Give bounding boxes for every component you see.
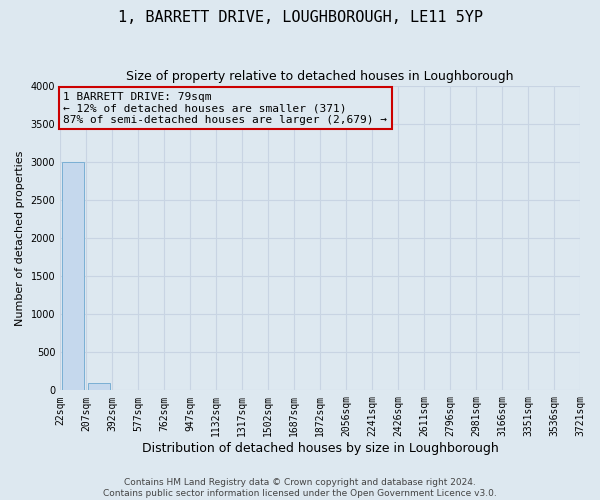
Bar [88, 383, 110, 390]
X-axis label: Distribution of detached houses by size in Loughborough: Distribution of detached houses by size … [142, 442, 499, 455]
Y-axis label: Number of detached properties: Number of detached properties [15, 150, 25, 326]
Text: 1 BARRETT DRIVE: 79sqm
← 12% of detached houses are smaller (371)
87% of semi-de: 1 BARRETT DRIVE: 79sqm ← 12% of detached… [63, 92, 387, 125]
Text: Contains HM Land Registry data © Crown copyright and database right 2024.
Contai: Contains HM Land Registry data © Crown c… [103, 478, 497, 498]
Title: Size of property relative to detached houses in Loughborough: Size of property relative to detached ho… [127, 70, 514, 83]
Bar [62, 162, 84, 390]
Text: 1, BARRETT DRIVE, LOUGHBOROUGH, LE11 5YP: 1, BARRETT DRIVE, LOUGHBOROUGH, LE11 5YP [118, 10, 482, 25]
